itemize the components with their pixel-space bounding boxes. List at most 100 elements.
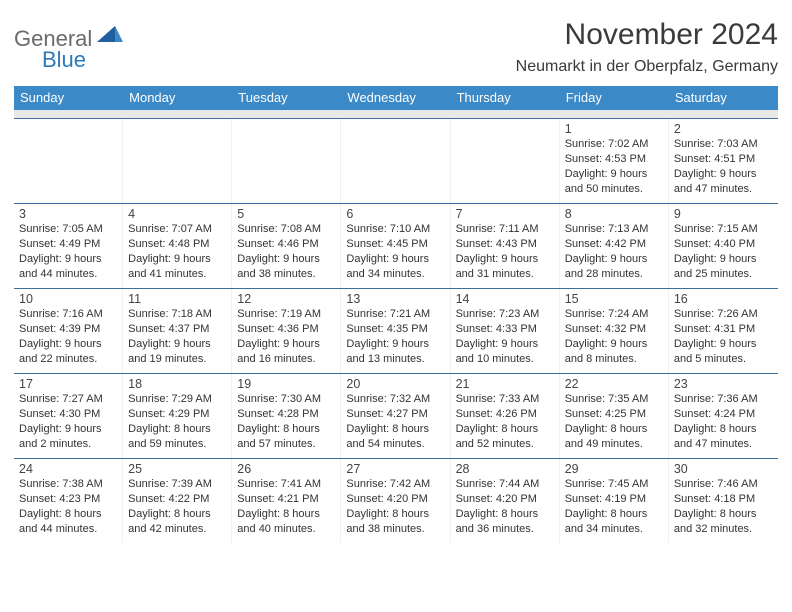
dow-monday: Monday (123, 86, 232, 110)
day-cell (451, 119, 560, 203)
day-info: Sunrise: 7:23 AMSunset: 4:33 PMDaylight:… (456, 307, 554, 366)
sunrise-line: Sunrise: 7:23 AM (456, 307, 554, 322)
day-info: Sunrise: 7:15 AMSunset: 4:40 PMDaylight:… (674, 222, 773, 281)
daylight-line: Daylight: 9 hours and 16 minutes. (237, 337, 335, 367)
day-number: 9 (674, 207, 773, 221)
day-cell: 1Sunrise: 7:02 AMSunset: 4:53 PMDaylight… (560, 119, 669, 203)
sunset-line: Sunset: 4:42 PM (565, 237, 663, 252)
day-cell: 19Sunrise: 7:30 AMSunset: 4:28 PMDayligh… (232, 374, 341, 458)
day-number: 25 (128, 462, 226, 476)
day-cell: 2Sunrise: 7:03 AMSunset: 4:51 PMDaylight… (669, 119, 778, 203)
day-number: 26 (237, 462, 335, 476)
day-number: 30 (674, 462, 773, 476)
sunrise-line: Sunrise: 7:39 AM (128, 477, 226, 492)
calendar-page: General Blue November 2024 Neumarkt in d… (0, 0, 792, 612)
day-info: Sunrise: 7:45 AMSunset: 4:19 PMDaylight:… (565, 477, 663, 536)
sunrise-line: Sunrise: 7:11 AM (456, 222, 554, 237)
sunset-line: Sunset: 4:20 PM (346, 492, 444, 507)
dow-tuesday: Tuesday (232, 86, 341, 110)
sunrise-line: Sunrise: 7:15 AM (674, 222, 773, 237)
daylight-line: Daylight: 8 hours and 40 minutes. (237, 507, 335, 537)
day-info: Sunrise: 7:19 AMSunset: 4:36 PMDaylight:… (237, 307, 335, 366)
daylight-line: Daylight: 8 hours and 59 minutes. (128, 422, 226, 452)
day-info: Sunrise: 7:27 AMSunset: 4:30 PMDaylight:… (19, 392, 117, 451)
day-number: 18 (128, 377, 226, 391)
sunrise-line: Sunrise: 7:42 AM (346, 477, 444, 492)
day-cell: 24Sunrise: 7:38 AMSunset: 4:23 PMDayligh… (14, 459, 123, 543)
day-cell: 25Sunrise: 7:39 AMSunset: 4:22 PMDayligh… (123, 459, 232, 543)
daylight-line: Daylight: 9 hours and 34 minutes. (346, 252, 444, 282)
sunset-line: Sunset: 4:40 PM (674, 237, 773, 252)
day-cell: 5Sunrise: 7:08 AMSunset: 4:46 PMDaylight… (232, 204, 341, 288)
day-info: Sunrise: 7:35 AMSunset: 4:25 PMDaylight:… (565, 392, 663, 451)
day-cell: 15Sunrise: 7:24 AMSunset: 4:32 PMDayligh… (560, 289, 669, 373)
day-info: Sunrise: 7:05 AMSunset: 4:49 PMDaylight:… (19, 222, 117, 281)
title-block: November 2024 Neumarkt in der Oberpfalz,… (516, 18, 778, 76)
sunset-line: Sunset: 4:39 PM (19, 322, 117, 337)
week-row: 3Sunrise: 7:05 AMSunset: 4:49 PMDaylight… (14, 203, 778, 288)
sunrise-line: Sunrise: 7:26 AM (674, 307, 773, 322)
day-number: 15 (565, 292, 663, 306)
day-cell: 30Sunrise: 7:46 AMSunset: 4:18 PMDayligh… (669, 459, 778, 543)
day-cell: 10Sunrise: 7:16 AMSunset: 4:39 PMDayligh… (14, 289, 123, 373)
daylight-line: Daylight: 9 hours and 47 minutes. (674, 167, 773, 197)
sunset-line: Sunset: 4:48 PM (128, 237, 226, 252)
daylight-line: Daylight: 8 hours and 36 minutes. (456, 507, 554, 537)
day-cell: 18Sunrise: 7:29 AMSunset: 4:29 PMDayligh… (123, 374, 232, 458)
location-subtitle: Neumarkt in der Oberpfalz, Germany (516, 58, 778, 76)
day-of-week-header: Sunday Monday Tuesday Wednesday Thursday… (14, 86, 778, 110)
day-info: Sunrise: 7:42 AMSunset: 4:20 PMDaylight:… (346, 477, 444, 536)
day-cell: 9Sunrise: 7:15 AMSunset: 4:40 PMDaylight… (669, 204, 778, 288)
day-info: Sunrise: 7:02 AMSunset: 4:53 PMDaylight:… (565, 137, 663, 196)
sunset-line: Sunset: 4:46 PM (237, 237, 335, 252)
day-info: Sunrise: 7:39 AMSunset: 4:22 PMDaylight:… (128, 477, 226, 536)
daylight-line: Daylight: 9 hours and 13 minutes. (346, 337, 444, 367)
day-number: 5 (237, 207, 335, 221)
header: General Blue November 2024 Neumarkt in d… (14, 18, 778, 76)
day-info: Sunrise: 7:30 AMSunset: 4:28 PMDaylight:… (237, 392, 335, 451)
daylight-line: Daylight: 8 hours and 47 minutes. (674, 422, 773, 452)
day-number: 23 (674, 377, 773, 391)
daylight-line: Daylight: 9 hours and 5 minutes. (674, 337, 773, 367)
sunset-line: Sunset: 4:36 PM (237, 322, 335, 337)
sunrise-line: Sunrise: 7:44 AM (456, 477, 554, 492)
daylight-line: Daylight: 8 hours and 42 minutes. (128, 507, 226, 537)
logo-text-line2: Blue (42, 47, 123, 73)
sunrise-line: Sunrise: 7:27 AM (19, 392, 117, 407)
day-info: Sunrise: 7:08 AMSunset: 4:46 PMDaylight:… (237, 222, 335, 281)
sunrise-line: Sunrise: 7:05 AM (19, 222, 117, 237)
day-info: Sunrise: 7:11 AMSunset: 4:43 PMDaylight:… (456, 222, 554, 281)
day-number: 4 (128, 207, 226, 221)
sunrise-line: Sunrise: 7:19 AM (237, 307, 335, 322)
day-cell: 7Sunrise: 7:11 AMSunset: 4:43 PMDaylight… (451, 204, 560, 288)
header-spacer (14, 110, 778, 118)
day-info: Sunrise: 7:44 AMSunset: 4:20 PMDaylight:… (456, 477, 554, 536)
sunset-line: Sunset: 4:25 PM (565, 407, 663, 422)
sunrise-line: Sunrise: 7:35 AM (565, 392, 663, 407)
day-info: Sunrise: 7:24 AMSunset: 4:32 PMDaylight:… (565, 307, 663, 366)
daylight-line: Daylight: 9 hours and 2 minutes. (19, 422, 117, 452)
day-info: Sunrise: 7:13 AMSunset: 4:42 PMDaylight:… (565, 222, 663, 281)
sunrise-line: Sunrise: 7:18 AM (128, 307, 226, 322)
day-number: 28 (456, 462, 554, 476)
sunrise-line: Sunrise: 7:03 AM (674, 137, 773, 152)
day-cell: 16Sunrise: 7:26 AMSunset: 4:31 PMDayligh… (669, 289, 778, 373)
sunset-line: Sunset: 4:19 PM (565, 492, 663, 507)
dow-sunday: Sunday (14, 86, 123, 110)
week-row: 17Sunrise: 7:27 AMSunset: 4:30 PMDayligh… (14, 373, 778, 458)
day-number: 14 (456, 292, 554, 306)
day-number: 20 (346, 377, 444, 391)
daylight-line: Daylight: 9 hours and 19 minutes. (128, 337, 226, 367)
sunrise-line: Sunrise: 7:32 AM (346, 392, 444, 407)
day-cell: 3Sunrise: 7:05 AMSunset: 4:49 PMDaylight… (14, 204, 123, 288)
sunrise-line: Sunrise: 7:16 AM (19, 307, 117, 322)
sunset-line: Sunset: 4:51 PM (674, 152, 773, 167)
day-cell: 23Sunrise: 7:36 AMSunset: 4:24 PMDayligh… (669, 374, 778, 458)
sunset-line: Sunset: 4:28 PM (237, 407, 335, 422)
day-info: Sunrise: 7:38 AMSunset: 4:23 PMDaylight:… (19, 477, 117, 536)
day-number: 6 (346, 207, 444, 221)
day-cell: 6Sunrise: 7:10 AMSunset: 4:45 PMDaylight… (341, 204, 450, 288)
day-number: 11 (128, 292, 226, 306)
daylight-line: Daylight: 8 hours and 44 minutes. (19, 507, 117, 537)
sunset-line: Sunset: 4:37 PM (128, 322, 226, 337)
